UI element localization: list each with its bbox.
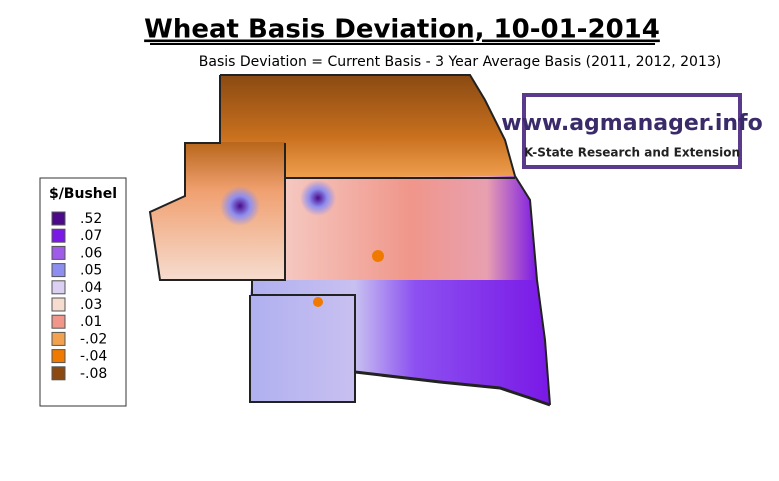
- legend-swatch: [51, 297, 66, 312]
- legend-swatch: [51, 280, 66, 295]
- legend-swatch: [51, 211, 66, 226]
- legend-label: .04: [80, 280, 102, 296]
- legend-label: -.02: [80, 331, 107, 347]
- legend-swatch: [51, 228, 66, 243]
- legend-label: .05: [80, 263, 102, 279]
- legend-label: .06: [80, 245, 102, 261]
- region-west: [150, 142, 285, 280]
- region-south: [250, 280, 550, 405]
- legend-swatch: [51, 263, 66, 278]
- legend-swatch: [51, 314, 66, 329]
- legend-label: .07: [80, 228, 102, 244]
- legend-title: $/Bushel: [49, 186, 117, 202]
- legend-label: -.08: [80, 366, 107, 382]
- legend-label: .52: [80, 211, 102, 227]
- subtitle: Basis Deviation = Current Basis - 3 Year…: [199, 54, 721, 70]
- legend-swatch: [51, 366, 66, 381]
- spot: [220, 186, 260, 226]
- legend-swatch: [51, 245, 66, 260]
- spot: [372, 250, 384, 262]
- title: Wheat Basis Deviation, 10-01-2014: [144, 15, 660, 45]
- legend: $/Bushel .52.07.06 .05.04.03.01-.02 -.04-.…: [39, 177, 127, 407]
- legend-label: .03: [80, 297, 102, 313]
- region-north: [220, 75, 515, 178]
- map: [148, 74, 551, 407]
- legend-label: .01: [80, 314, 102, 330]
- logo-box: [522, 93, 742, 169]
- spot: [300, 180, 336, 216]
- legend-swatch: [51, 349, 66, 364]
- region-central: [285, 176, 537, 280]
- legend-label: -.04: [80, 349, 107, 365]
- spot: [313, 297, 323, 307]
- logo: www.agmanager.info K-State Research and …: [501, 93, 763, 169]
- logo-url[interactable]: www.agmanager.info: [501, 111, 762, 136]
- legend-swatch: [51, 331, 66, 346]
- logo-org: K-State Research and Extension: [524, 146, 740, 160]
